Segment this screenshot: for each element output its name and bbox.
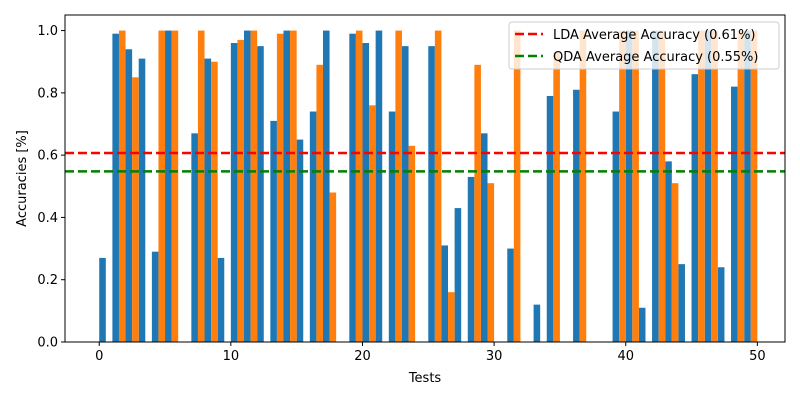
- plot-frame: [64, 14, 786, 343]
- bar-lda-0: [99, 257, 106, 342]
- bar-lda-48: [731, 86, 738, 342]
- bar-lda-45: [691, 74, 699, 343]
- bar-lda-39: [612, 111, 620, 342]
- bar-lda-31: [507, 248, 514, 342]
- x-tick-label: 30: [486, 349, 503, 364]
- bar-qda-10: [237, 39, 245, 342]
- bar-lda-16: [309, 111, 317, 342]
- bar-lda-8: [204, 58, 212, 342]
- axes-group: 0 10 20 30 40 50 0.0 0.2 0.4 0.6 0.8 1.0: [37, 14, 786, 364]
- legend-entry-label: QDA Average Accuracy (0.55%): [553, 50, 758, 65]
- bar-qda-40: [632, 30, 639, 342]
- bar-qda-43: [671, 183, 679, 342]
- bar-qda-13: [276, 33, 284, 342]
- bar-lda-40: [625, 30, 633, 342]
- bar-lda-1: [112, 33, 119, 342]
- bar-lda-7: [191, 133, 198, 342]
- bar-lda-21: [375, 30, 383, 342]
- bar-lda-33: [533, 304, 541, 342]
- x-tick-label: 10: [223, 349, 240, 364]
- average-lines-group: [65, 151, 785, 173]
- bar-qda-7: [197, 30, 205, 342]
- bar-lda-4: [151, 251, 159, 342]
- bar-lda-14: [283, 30, 291, 342]
- bar-qda-23: [408, 145, 416, 342]
- bar-lda-19: [349, 33, 356, 342]
- x-tick-label: 0: [95, 349, 103, 364]
- bar-lda-13: [270, 120, 277, 342]
- bar-lda-25: [428, 46, 435, 342]
- bar-lda-49: [744, 30, 751, 342]
- bar-qda-39: [619, 30, 626, 342]
- legend: LDA Average Accuracy (0.61%) QDA Average …: [508, 21, 780, 70]
- bar-lda-42: [652, 30, 659, 342]
- bar-qda-11: [250, 30, 258, 342]
- bar-qda-31: [513, 30, 521, 342]
- bar-qda-4: [158, 30, 166, 342]
- bar-qda-25: [434, 30, 442, 342]
- bar-lda-27: [454, 208, 462, 342]
- bar-qda-16: [316, 64, 323, 342]
- y-tick-label: 0.2: [37, 273, 58, 288]
- x-tick-label: 50: [749, 349, 766, 364]
- bar-qda-48: [737, 30, 745, 342]
- bar-lda-22: [388, 111, 396, 342]
- bar-qda-49: [750, 30, 758, 342]
- bar-lda-47: [717, 267, 725, 342]
- bar-lda-9: [217, 257, 225, 342]
- y-tick-label: 0.6: [37, 149, 58, 164]
- bar-qda-34: [553, 52, 560, 343]
- x-tick-label: 40: [617, 349, 634, 364]
- bar-lda-12: [257, 46, 264, 342]
- bar-lda-20: [362, 43, 370, 342]
- x-tick-label: 20: [354, 349, 371, 364]
- bar-qda-19: [355, 30, 363, 342]
- bar-lda-2: [125, 49, 133, 342]
- bar-lda-34: [546, 95, 554, 342]
- bar-qda-5: [171, 30, 179, 342]
- bar-qda-42: [658, 30, 666, 342]
- bar-qda-2: [132, 77, 139, 342]
- bar-lda-43: [665, 161, 672, 342]
- bar-qda-29: [487, 183, 495, 342]
- bars-group: [99, 30, 758, 343]
- bar-lda-29: [480, 133, 488, 342]
- bar-lda-10: [230, 43, 238, 342]
- bar-lda-46: [704, 30, 712, 342]
- bar-qda-26: [448, 292, 455, 342]
- bar-lda-44: [678, 264, 685, 342]
- bar-lda-5: [165, 30, 172, 342]
- y-tick-label: 0.0: [37, 336, 58, 351]
- bar-qda-22: [395, 30, 402, 342]
- bar-lda-26: [441, 245, 449, 342]
- bar-qda-46: [711, 30, 718, 342]
- bar-lda-23: [401, 46, 409, 342]
- bar-qda-1: [118, 30, 126, 342]
- bar-qda-17: [329, 192, 337, 342]
- y-tick-label: 0.8: [37, 86, 58, 101]
- bar-lda-28: [467, 176, 475, 342]
- bar-qda-28: [474, 64, 481, 342]
- bar-lda-41: [638, 307, 646, 342]
- y-tick-label: 1.0: [37, 24, 58, 39]
- bar-qda-14: [290, 30, 297, 342]
- bar-qda-45: [698, 30, 705, 342]
- bar-qda-20: [369, 105, 376, 342]
- bar-lda-11: [244, 30, 251, 342]
- y-tick-label: 0.4: [37, 211, 58, 226]
- bar-lda-17: [322, 30, 330, 342]
- legend-entry-label: LDA Average Accuracy (0.61%): [553, 28, 756, 43]
- bar-qda-8: [211, 61, 218, 343]
- bar-lda-36: [573, 89, 580, 343]
- bar-qda-36: [579, 30, 587, 342]
- y-axis-label: Accuracies [%]: [15, 130, 30, 227]
- x-axis-label: Tests: [408, 371, 442, 386]
- legend-box: [508, 21, 780, 70]
- bar-lda-3: [138, 58, 146, 342]
- bar-lda-15: [296, 139, 304, 342]
